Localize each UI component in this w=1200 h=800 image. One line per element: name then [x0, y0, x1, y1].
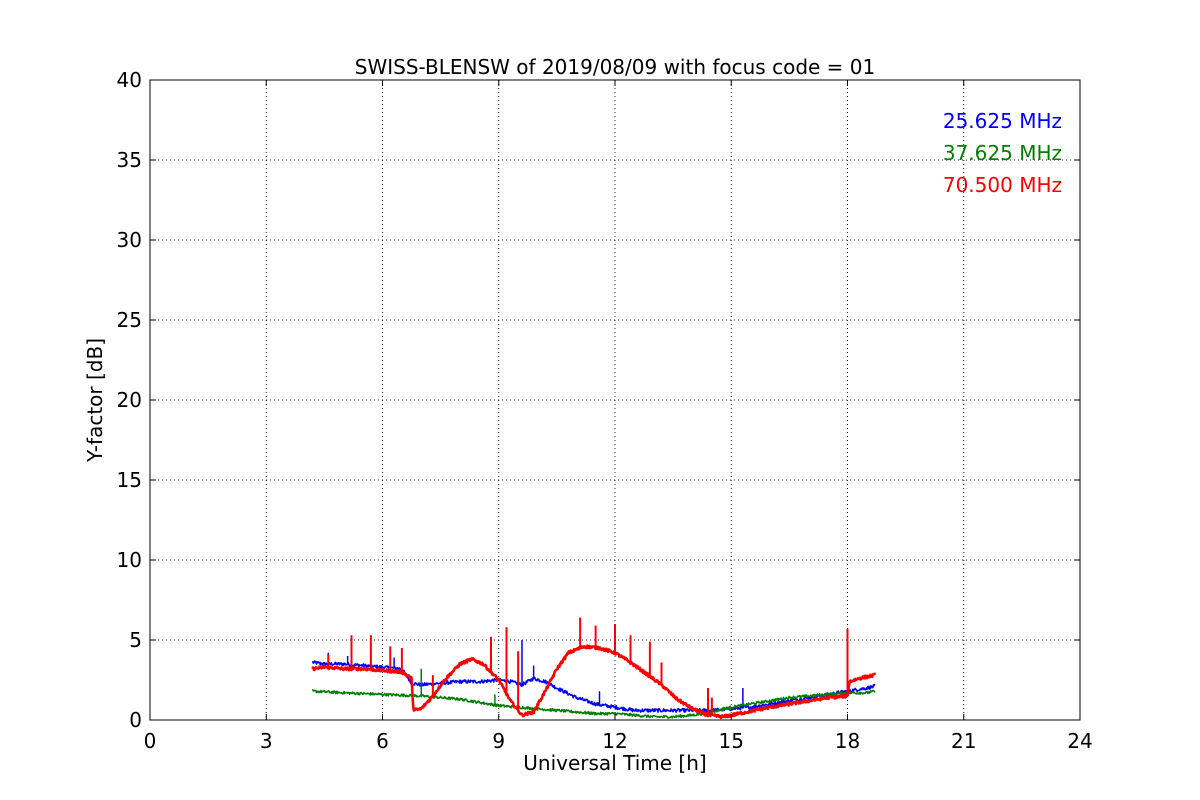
x-tick-label: 12 — [602, 729, 627, 753]
x-tick-label: 9 — [492, 729, 505, 753]
y-tick-label: 25 — [117, 308, 142, 332]
x-tick-label: 15 — [719, 729, 744, 753]
x-tick-label: 24 — [1067, 729, 1092, 753]
x-tick-label: 0 — [144, 729, 157, 753]
series-2 — [311, 617, 876, 720]
y-axis-label: Y-factor [dB] — [83, 338, 107, 463]
legend-label-0: 25.625 MHz — [943, 109, 1062, 133]
series-1 — [312, 668, 876, 719]
y-tick-label: 30 — [117, 228, 142, 252]
y-tick-label: 35 — [117, 148, 142, 172]
series-line-2 — [311, 644, 876, 720]
y-tick-label: 40 — [117, 68, 142, 92]
x-tick-label: 18 — [835, 729, 860, 753]
plot-series — [311, 617, 876, 720]
legend: 25.625 MHz 37.625 MHz 70.500 MHz — [943, 109, 1062, 197]
x-axis-label: Universal Time [h] — [523, 751, 706, 775]
x-tick-label: 6 — [376, 729, 389, 753]
y-tick-label: 10 — [117, 548, 142, 572]
chart-title: SWISS-BLENSW of 2019/08/09 with focus co… — [355, 55, 876, 79]
y-tick-label: 15 — [117, 468, 142, 492]
axis-ticks: 0 3 6 9 12 15 18 21 24 0 5 10 15 20 25 30 35 40 — [117, 68, 1093, 753]
x-tick-label: 3 — [260, 729, 273, 753]
y-tick-label: 5 — [129, 628, 142, 652]
legend-label-1: 37.625 MHz — [943, 141, 1062, 165]
legend-label-2: 70.500 MHz — [943, 173, 1062, 197]
series-0 — [312, 640, 876, 713]
y-tick-label: 0 — [129, 708, 142, 732]
x-tick-label: 21 — [951, 729, 976, 753]
y-tick-label: 20 — [117, 388, 142, 412]
series-line-1 — [312, 689, 876, 719]
